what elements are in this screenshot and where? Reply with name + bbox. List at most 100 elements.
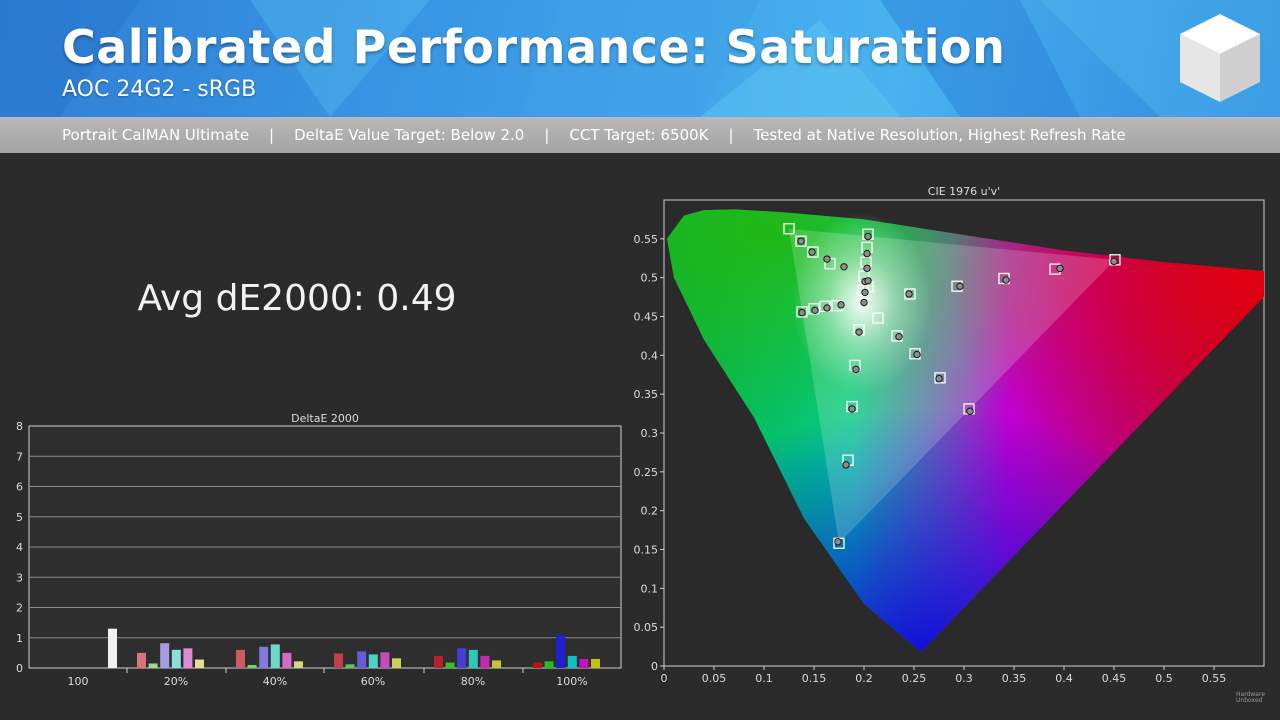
y-tick-label: 6: [16, 481, 23, 494]
deltae-bar: [480, 655, 490, 668]
deltae-bar: [195, 659, 204, 668]
measured-point: [797, 237, 805, 245]
deltae-bar: [368, 654, 378, 668]
x-tick-label: 0.05: [702, 672, 727, 685]
page-title: Calibrated Performance: Saturation: [62, 20, 1006, 74]
cie-chart-title: CIE 1976 u'v': [928, 185, 1000, 198]
avg-de2000-readout: Avg dE2000: 0.49: [137, 278, 457, 319]
deltae-bar: [434, 655, 443, 668]
measured-point: [837, 301, 845, 309]
target-square: [807, 246, 819, 258]
x-tick-label: 0.15: [802, 672, 827, 685]
y-tick-label: 0.2: [641, 505, 659, 518]
measured-point: [864, 277, 872, 285]
y-tick-label: 0: [16, 662, 23, 675]
y-tick-label: 1: [16, 632, 23, 645]
cie-chromaticity-chart: 0 0.05 0.1 0.15 0.2 0.25 0.3 0.35 0.4 0.45 0.5 0.55…: [634, 185, 1265, 685]
measured-point: [834, 538, 842, 546]
y-tick-label: 8: [16, 420, 23, 433]
measured-point: [848, 405, 856, 413]
deltae-bar: [556, 634, 566, 668]
measured-point: [861, 288, 869, 297]
measured-point: [842, 461, 850, 469]
deltae-bar: [492, 660, 501, 668]
y-tick-label: 3: [16, 571, 23, 584]
y-tick-label: 0.15: [634, 544, 659, 557]
test-info-bar: Portrait CalMAN Ultimate | DeltaE Value …: [0, 117, 1280, 153]
info-deltae-target: DeltaE Value Target: Below 2.0: [294, 126, 525, 144]
x-tick-label: 0.2: [855, 672, 873, 685]
measured-point: [860, 298, 868, 307]
y-tick-label: 7: [16, 450, 23, 463]
deltae-bar: [567, 655, 577, 668]
cube-logo-icon: [1180, 14, 1260, 102]
y-tick-label: 5: [16, 511, 23, 524]
y-tick-label: 0.1: [641, 582, 659, 595]
deltae-bar: [137, 652, 146, 668]
deltae-bar: [380, 652, 390, 668]
measured-point: [823, 255, 831, 263]
x-tick-label: 60%: [361, 675, 385, 688]
y-tick-label: 0.5: [641, 272, 659, 285]
x-tick-label: 40%: [263, 675, 287, 688]
measured-point: [798, 308, 806, 317]
deltae-bar: [270, 644, 280, 668]
deltae-bar: [259, 646, 269, 668]
x-tick-label: 0.1: [755, 672, 773, 685]
target-square: [796, 306, 808, 318]
deltae-bar: [334, 653, 343, 668]
deltae-bar: [392, 658, 401, 668]
deltae-bar: [445, 662, 455, 668]
header-banner: Calibrated Performance: Saturation AOC 2…: [0, 0, 1280, 117]
x-tick-label: 100: [68, 675, 89, 688]
measured-point: [852, 365, 860, 374]
measured-point: [840, 263, 848, 271]
page-subtitle: AOC 24G2 - sRGB: [62, 77, 257, 102]
measured-point: [808, 248, 816, 256]
info-separator: |: [544, 126, 550, 144]
x-tick-label: 0.5: [1155, 672, 1173, 685]
x-tick-label: 0.3: [955, 672, 973, 685]
target-square: [783, 223, 795, 235]
info-cct-target: CCT Target: 6500K: [569, 126, 709, 144]
measured-point: [855, 328, 863, 336]
target-square: [934, 372, 946, 384]
measured-point: [1002, 276, 1010, 284]
y-tick-label: 0.45: [634, 311, 659, 324]
measured-point: [913, 350, 921, 359]
y-tick-label: 0.05: [634, 621, 659, 634]
deltae-bar: [345, 664, 355, 668]
x-tick-label: 0: [661, 672, 668, 685]
x-tick-label: 0.35: [1002, 672, 1027, 685]
x-tick-label: 0.45: [1102, 672, 1127, 685]
measured-point: [1056, 264, 1064, 273]
measured-point: [811, 306, 819, 314]
deltae-bar: [591, 658, 600, 668]
hardware-unboxed-watermark: Hardware Unboxed: [1236, 692, 1265, 704]
y-tick-label: 4: [16, 541, 23, 554]
measured-point: [864, 232, 872, 241]
x-tick-label: 0.55: [1202, 672, 1227, 685]
deltae-bar: [160, 643, 170, 668]
x-tick-label: 80%: [461, 675, 485, 688]
x-tick-label: 100%: [556, 675, 587, 688]
measured-point: [895, 332, 903, 341]
watermark-line-2: Unboxed: [1236, 697, 1263, 704]
deltae-bar: [533, 662, 542, 668]
target-square: [872, 312, 884, 324]
deltae-bar: [357, 651, 367, 668]
measured-point: [966, 407, 974, 415]
deltae-bar: [294, 661, 303, 668]
y-tick-label: 0.25: [634, 466, 659, 479]
deltae-bar: [148, 663, 158, 668]
measured-point: [823, 304, 831, 312]
x-tick-label: 0.25: [902, 672, 927, 685]
deltae-bar-chart: 0 1 2 3 4 5 6 7 8 DeltaE 2000 100 20% 40% 60% 80% 100%: [16, 412, 622, 688]
measured-point: [905, 290, 913, 298]
y-tick-label: 0.4: [641, 349, 659, 362]
deltae-bar: [108, 628, 117, 668]
info-separator: |: [728, 126, 734, 144]
deltae-bar: [544, 661, 554, 668]
measured-point: [863, 264, 871, 273]
x-tick-label: 0.4: [1055, 672, 1073, 685]
